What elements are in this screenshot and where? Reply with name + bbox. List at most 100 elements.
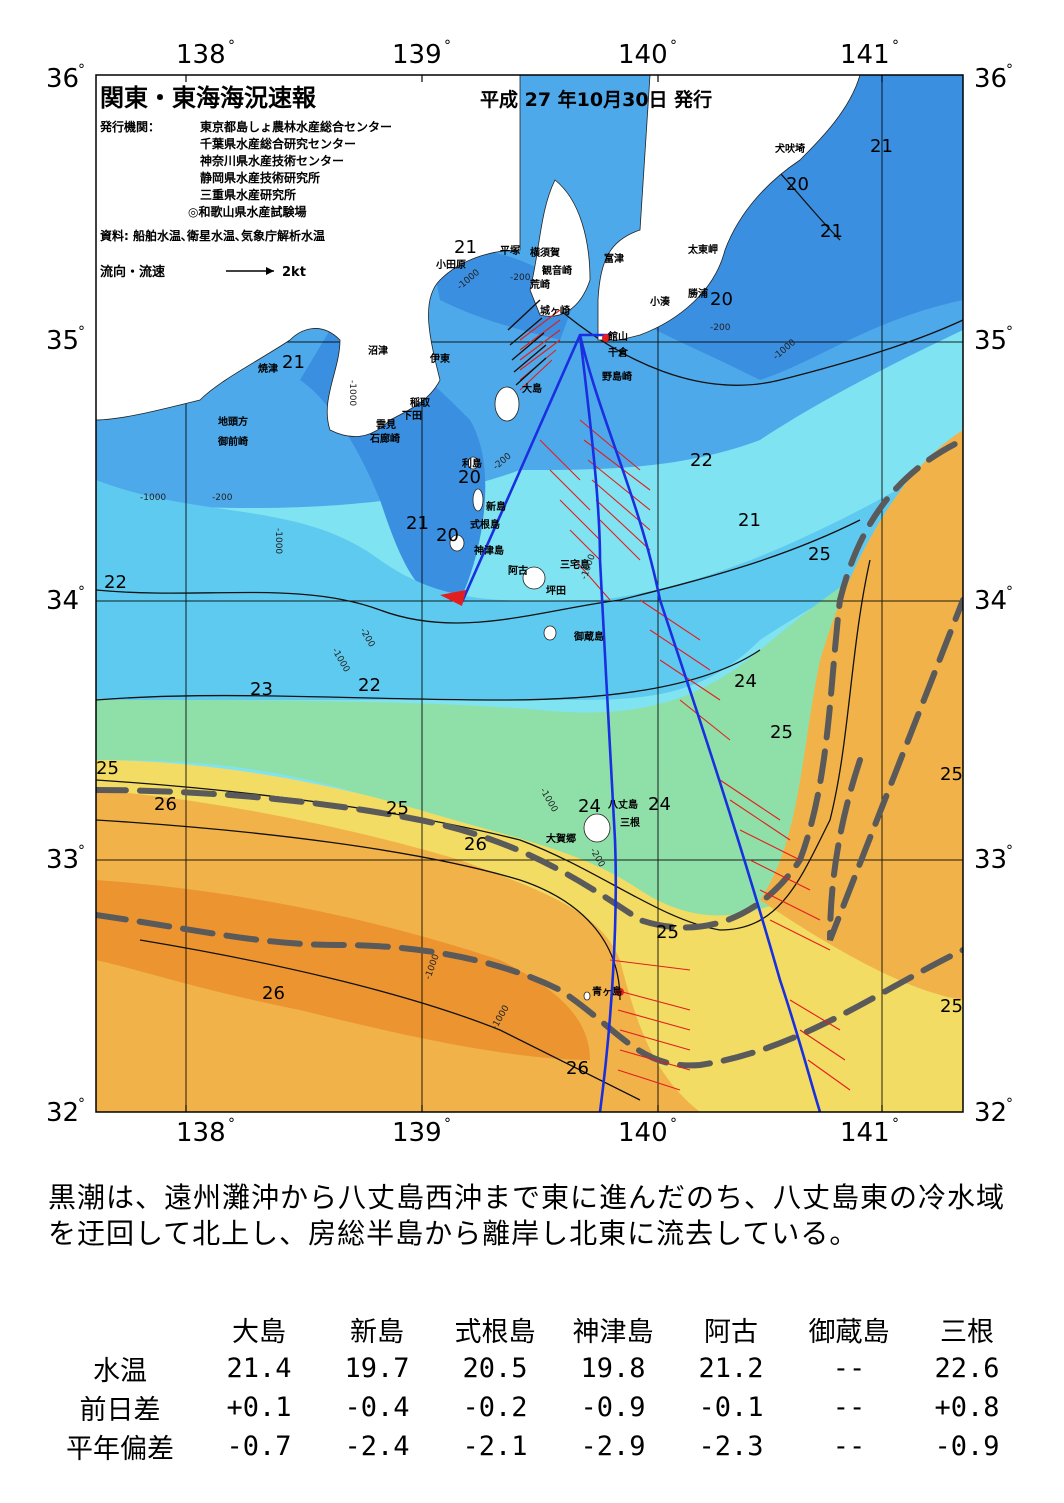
contour-label: 21 — [738, 510, 761, 531]
contour-label: 25 — [940, 996, 963, 1017]
lon-label: 140 — [618, 40, 668, 70]
legend-arrowhead-icon — [266, 267, 274, 275]
band-warmest — [96, 880, 590, 1060]
contour-label: 21 — [282, 352, 305, 373]
place-label: 城ヶ崎 — [540, 304, 570, 317]
place-label: 利島 — [462, 457, 482, 470]
place-label: 荒崎 — [529, 278, 550, 291]
place-label: 小湊 — [649, 295, 671, 308]
degree-mark: ° — [78, 324, 85, 340]
issue-date: 平成 27 年10月30日 発行 — [480, 88, 712, 111]
contour-label: 25 — [96, 758, 119, 779]
station-header: 三根 — [940, 1317, 994, 1348]
lat-label: 33 — [46, 845, 80, 875]
current-vectors-black — [507, 299, 547, 386]
degree-mark: ° — [1006, 62, 1013, 78]
degree-mark: ° — [670, 1116, 677, 1132]
contour-label: 25 — [656, 922, 679, 943]
place-label: 平塚 — [500, 244, 520, 257]
issuer-3: 静岡県水産技術研究所 — [200, 170, 320, 185]
station-header: 大島 — [232, 1317, 286, 1348]
issuer-list: 東京都島しょ農林水産総合センター 千葉県水産総合研究センター 神奈川県水産技術セ… — [188, 119, 392, 219]
place-label: 式根島 — [470, 518, 500, 531]
contour-label: 25 — [386, 798, 409, 819]
table-cell: -0.2 — [462, 1392, 528, 1423]
issuer-4: 三重県水産研究所 — [200, 187, 296, 202]
lat-label: 32 — [46, 1098, 80, 1128]
data-source: 資料: 船舶水温､衛星水温､気象庁解析水温 — [100, 228, 325, 243]
kuroshio-axis — [96, 437, 963, 1069]
place-label: 大賀郷 — [546, 832, 576, 845]
place-label: 伊東 — [429, 352, 450, 365]
issuer-0: 東京都島しょ農林水産総合センター — [200, 119, 392, 134]
place-label: 八丈島 — [607, 798, 638, 811]
depth-label: -1000 — [140, 493, 166, 503]
table-cell: -0.9 — [580, 1392, 646, 1423]
lat-label: 35 — [46, 326, 80, 356]
contour-label: 24 — [648, 794, 671, 815]
table-cell: 20.5 — [462, 1353, 528, 1384]
row-label: 前日差 — [79, 1395, 161, 1426]
table-row: 前日差 +0.1 -0.4 -0.2 -0.9 -0.1 -- +0.8 — [40, 1388, 1026, 1427]
station-header: 式根島 — [454, 1317, 536, 1348]
current-vectors — [519, 309, 851, 1091]
contour-label: 20 — [786, 174, 809, 195]
degree-mark: ° — [444, 38, 451, 54]
table-cell: +0.8 — [934, 1392, 1000, 1423]
place-label: 犬吠埼 — [775, 142, 805, 155]
contour-label: 24 — [578, 796, 601, 817]
place-label: 沼津 — [368, 344, 388, 357]
place-label: 御蔵島 — [573, 630, 604, 643]
station-header: 神津島 — [572, 1317, 654, 1348]
contour-label: 23 — [250, 679, 273, 700]
table-cell: 21.4 — [226, 1353, 292, 1384]
lat-label: 36 — [974, 64, 1008, 94]
place-label: 坪田 — [546, 584, 566, 597]
table-corner — [40, 1310, 200, 1349]
contour-label: 20 — [458, 467, 481, 488]
place-label: 太東岬 — [687, 243, 718, 256]
table-cell: -0.7 — [226, 1431, 292, 1462]
degree-mark: ° — [444, 1116, 451, 1132]
issuer-label: 発行機関： — [99, 119, 160, 134]
place-label: 三根 — [620, 816, 640, 829]
contour-label: 26 — [154, 794, 177, 815]
place-label: 青ヶ島 — [592, 985, 622, 998]
summary-text: 黒潮は、遠州灘沖から八丈島西沖まで東に進んだのち、八丈島東の冷水域を迂回して北上… — [48, 1181, 1006, 1250]
table-cell: -- — [832, 1431, 866, 1462]
lat-label: 34 — [46, 586, 80, 616]
degree-mark: ° — [78, 843, 85, 859]
place-label: 稲取 — [410, 396, 431, 409]
station-header: 新島 — [350, 1317, 404, 1348]
depth-label: -200 — [510, 273, 531, 283]
lat-label: 32 — [974, 1098, 1008, 1128]
contour-label: 24 — [734, 671, 757, 692]
lon-label: 138 — [176, 40, 226, 70]
depth-label: -200 — [212, 493, 233, 503]
place-label: 野島崎 — [602, 370, 632, 383]
depth-label: -1000 — [273, 528, 283, 554]
degree-mark: ° — [1006, 584, 1013, 600]
lat-label: 35 — [974, 326, 1008, 356]
place-label: 館山 — [607, 330, 628, 343]
table-cell: -0.1 — [698, 1392, 764, 1423]
contour-label: 22 — [104, 572, 127, 593]
table-header-row: 大島 新島 式根島 神津島 阿古 御蔵島 三根 — [40, 1310, 1026, 1349]
degree-mark: ° — [670, 38, 677, 54]
contour-label: 22 — [690, 450, 713, 471]
degree-mark: ° — [78, 62, 85, 78]
degree-mark: ° — [78, 584, 85, 600]
table-cell: 22.6 — [934, 1353, 1000, 1384]
map-frame — [95, 74, 964, 1113]
contour-label: 26 — [566, 1058, 589, 1079]
isotherm-labels: 21 20 21 20 21 21 21 22 20 21 20 22 23 2… — [96, 136, 963, 1079]
degree-mark: ° — [892, 1116, 899, 1132]
station-header: 御蔵島 — [808, 1317, 890, 1348]
station-header: 阿古 — [704, 1317, 758, 1348]
contour-label: 25 — [770, 722, 793, 743]
contour-label: 26 — [464, 834, 487, 855]
lon-label: 141 — [840, 40, 890, 70]
table-cell: -2.4 — [344, 1431, 410, 1462]
degree-mark: ° — [228, 38, 235, 54]
tick-marks — [185, 75, 883, 1112]
